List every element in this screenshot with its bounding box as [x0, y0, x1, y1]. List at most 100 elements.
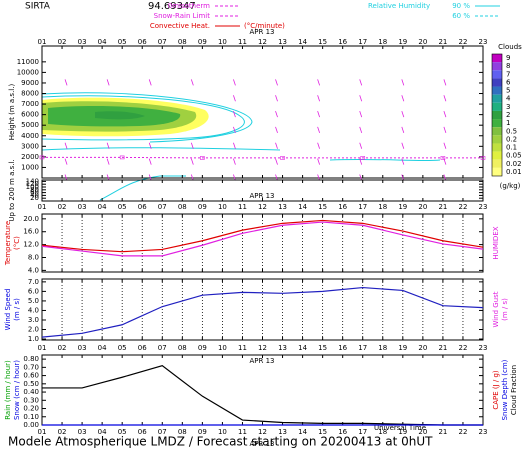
- x-tick-label: 08: [178, 203, 187, 211]
- isotherm-marker: [360, 156, 366, 160]
- x-tick-label: 17: [358, 38, 367, 46]
- x-tick-label: 22: [458, 38, 467, 46]
- wind-barb: [443, 79, 447, 86]
- wind-barb: [275, 126, 278, 134]
- humidity-contour: [41, 95, 245, 141]
- wind-barb: [190, 79, 194, 86]
- y2-axis-title: CAPE (J / g): [492, 370, 500, 410]
- y-axis-title: (m / s): [13, 298, 21, 321]
- x-tick-label: 02: [58, 38, 67, 46]
- y-tick-label: 0.40: [23, 388, 39, 396]
- date-label: APR 13: [249, 357, 274, 365]
- x-tick-label: 11: [238, 428, 247, 436]
- humidity-level: 60 %: [452, 12, 470, 20]
- cloud-area: [95, 111, 145, 120]
- x-tick-label: 12: [258, 428, 267, 436]
- wind-barb: [233, 142, 236, 149]
- x-tick-label: 03: [78, 203, 87, 211]
- wind-barb: [443, 158, 447, 165]
- x-tick-label: 09: [198, 203, 207, 211]
- wind-barb: [233, 158, 236, 165]
- y-tick-label: 0.60: [23, 372, 39, 380]
- colorbar-tick-label: 9: [506, 54, 510, 62]
- x-tick-label: 01: [38, 428, 47, 436]
- x-tick-label: 14: [298, 428, 307, 436]
- wind-barb: [106, 174, 110, 181]
- x-tick-label: 03: [78, 344, 87, 352]
- station: SIRTA: [25, 2, 51, 12]
- colorbar-swatch: [492, 94, 502, 103]
- humidity-level: 90 %: [452, 2, 470, 10]
- y-tick-label: 0.20: [23, 405, 39, 413]
- x-tick-label: 13: [278, 203, 287, 211]
- wind-barb: [64, 174, 68, 181]
- y-tick-label: 4.0: [28, 306, 39, 314]
- colorbar-tick-label: 3: [506, 103, 510, 111]
- wind-barb: [64, 142, 68, 149]
- y2-axis-title: (m / s): [501, 298, 509, 321]
- x-tick-label: 03: [78, 428, 87, 436]
- wind-barb: [317, 142, 320, 149]
- x-tick-label: 19: [398, 38, 407, 46]
- series-line: [42, 156, 483, 159]
- colorbar-swatch: [492, 54, 502, 63]
- y-axis-title: Temperature: [4, 221, 12, 266]
- wind-barb: [317, 110, 320, 118]
- y-tick-label: 11000: [17, 58, 39, 66]
- x-tick-label: 04: [98, 428, 107, 436]
- wind-barb: [401, 79, 405, 86]
- y-tick-label: 3.0: [28, 316, 39, 324]
- wind-barb: [443, 126, 447, 134]
- y-tick-label: 1000: [21, 163, 39, 171]
- x-tick-label: 22: [458, 344, 467, 352]
- wind-barb: [401, 110, 405, 118]
- humidity-contour: [41, 147, 281, 151]
- colorbar-tick-label: 6: [506, 78, 511, 86]
- x-tick-label: 05: [118, 38, 127, 46]
- cloud-field: [41, 92, 441, 201]
- x-tick-label: 20: [418, 203, 427, 211]
- station-code: 94.69347: [148, 1, 196, 12]
- x-tick-label: 02: [58, 428, 67, 436]
- wind-barb: [443, 95, 447, 102]
- colorbar-tick-label: 1: [506, 119, 510, 127]
- colorbar-tick-label: 0.1: [506, 144, 517, 152]
- wind-barb: [275, 174, 278, 181]
- colorbar-swatch: [492, 62, 502, 71]
- x-tick-label: 01: [38, 344, 47, 352]
- wind-barb: [190, 174, 194, 181]
- x-tick-label: 08: [178, 344, 187, 352]
- colorbar-swatch: [492, 127, 502, 136]
- y-tick-label: 9000: [21, 79, 39, 87]
- x-tick-label: 05: [118, 203, 127, 211]
- x-tick-label: 06: [138, 203, 147, 211]
- y-tick-label: 100: [26, 183, 39, 191]
- colorbar-tick-label: 7: [506, 70, 510, 78]
- x-tick-label: 02: [58, 203, 67, 211]
- colorbar-tick-label: 2: [506, 111, 510, 119]
- colorbar-swatch: [492, 143, 502, 152]
- colorbar-swatch: [492, 86, 502, 95]
- y-tick-label: 20.0: [23, 215, 39, 223]
- x-tick-label: 07: [158, 344, 167, 352]
- colorbar-swatch: [492, 110, 502, 120]
- x-tick-label: 06: [138, 428, 147, 436]
- wind-barb: [106, 158, 110, 165]
- legend-label: Snow-Rain Limit: [154, 12, 211, 20]
- x-tick-label: 11: [238, 203, 247, 211]
- wind-barb: [148, 79, 152, 86]
- wind-barb: [275, 79, 278, 86]
- x-tick-label: 01: [38, 203, 47, 211]
- series-line: [42, 365, 483, 426]
- series-line: [41, 221, 484, 257]
- wind-barb: [106, 142, 110, 149]
- x-tick-label: 22: [458, 203, 467, 211]
- wind-barb: [401, 126, 405, 134]
- y-tick-label: 2.0: [28, 326, 39, 334]
- wind-barb: [359, 158, 363, 165]
- x-tick-label: 23: [479, 344, 488, 352]
- y-tick-label: 4000: [21, 132, 39, 140]
- x-tick-label: 21: [438, 428, 447, 436]
- y-tick-label: 0.00: [23, 421, 39, 429]
